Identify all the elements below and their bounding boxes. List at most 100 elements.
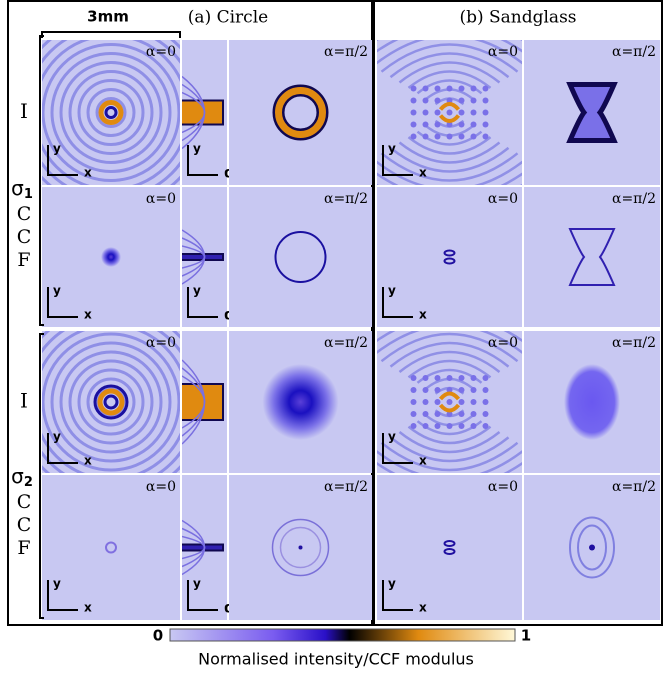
row-label: C <box>17 514 32 536</box>
axis-label: y <box>388 284 396 298</box>
speckle <box>435 86 441 92</box>
speckle <box>459 98 465 104</box>
speckle <box>447 423 453 429</box>
speckle <box>435 122 441 128</box>
sigma-label: σ1 <box>11 176 33 202</box>
panel <box>229 475 372 620</box>
axis-label: y <box>193 284 201 298</box>
panel <box>346 298 554 506</box>
speckle <box>411 375 417 381</box>
speckle <box>483 375 489 381</box>
speckle <box>459 423 465 429</box>
speckle <box>423 134 429 140</box>
speckle <box>423 411 429 417</box>
row-label: C <box>17 226 32 248</box>
row-label: C <box>17 491 32 513</box>
blob <box>564 364 620 440</box>
panel <box>524 475 660 620</box>
speckle <box>471 411 477 417</box>
axis-label: y <box>53 430 61 444</box>
axis-label: x <box>419 601 427 615</box>
speckle <box>447 86 453 92</box>
alpha-label: α=π/2 <box>324 191 368 207</box>
colorbar-label: Normalised intensity/CCF modulus <box>198 650 474 669</box>
alpha-label: α=0 <box>146 479 176 495</box>
alpha-label: α=0 <box>488 479 518 495</box>
speckle <box>483 98 489 104</box>
colorbar-tick: 0 <box>153 627 163 645</box>
panel <box>377 187 522 327</box>
figure: 3mm (a) Circle (b) Sandglass 0 1 Normali… <box>0 0 665 673</box>
alpha-label: α=0 <box>488 335 518 351</box>
speckle <box>459 122 465 128</box>
speckle <box>411 423 417 429</box>
panel <box>377 475 522 620</box>
panel-bg <box>229 40 372 185</box>
speckle <box>411 387 417 393</box>
speckle <box>471 98 477 104</box>
row-label: I <box>20 99 28 123</box>
alpha-label: α=0 <box>488 191 518 207</box>
alpha-label: α=0 <box>146 335 176 351</box>
speckle <box>435 134 441 140</box>
speckle <box>411 122 417 128</box>
speckle <box>447 134 453 140</box>
speckle <box>435 423 441 429</box>
speckle <box>471 134 477 140</box>
speckle <box>423 387 429 393</box>
speckle <box>471 423 477 429</box>
axis-label: x <box>419 454 427 468</box>
speckle <box>471 86 477 92</box>
speckle <box>471 110 477 116</box>
speckle <box>471 122 477 128</box>
panel <box>42 187 180 327</box>
alpha-label: α=0 <box>146 191 176 207</box>
dot <box>589 545 595 551</box>
axis-label: y <box>53 284 61 298</box>
speckle <box>423 375 429 381</box>
speckle <box>459 387 465 393</box>
speckle <box>435 110 441 116</box>
speckle <box>411 411 417 417</box>
speckle <box>459 110 465 116</box>
scale-bar-label: 3mm <box>87 8 129 26</box>
speckle <box>471 375 477 381</box>
speckle <box>411 134 417 140</box>
axis-label: x <box>84 166 92 180</box>
dot <box>299 546 303 550</box>
panel-bg <box>42 475 180 620</box>
axis-label: y <box>388 430 396 444</box>
panel <box>524 40 660 185</box>
speckle <box>483 387 489 393</box>
speckle <box>459 86 465 92</box>
speckle <box>423 399 429 405</box>
speckle <box>423 122 429 128</box>
row-label: F <box>17 249 30 271</box>
panel <box>42 475 180 620</box>
blob <box>101 247 121 267</box>
panel-bg <box>377 187 522 327</box>
beam <box>182 545 223 551</box>
alpha-label: α=π/2 <box>612 191 656 207</box>
speckle <box>411 110 417 116</box>
alpha-label: α=π/2 <box>612 335 656 351</box>
panel <box>346 9 554 217</box>
sigma-symbol: σ <box>11 176 24 200</box>
axis-label: x <box>84 601 92 615</box>
speckle <box>435 387 441 393</box>
speckle <box>471 399 477 405</box>
panel-title: (b) Sandglass <box>459 8 576 28</box>
speckle <box>411 86 417 92</box>
panel-bg <box>524 187 660 327</box>
panel <box>524 187 660 327</box>
panel <box>229 331 372 473</box>
speckle <box>435 399 441 405</box>
speckle <box>483 134 489 140</box>
panel <box>229 187 372 327</box>
speckle <box>459 411 465 417</box>
speckle <box>459 134 465 140</box>
alpha-label: α=π/2 <box>324 479 368 495</box>
alpha-label: α=0 <box>488 44 518 60</box>
beam <box>182 254 223 260</box>
speckle <box>459 375 465 381</box>
